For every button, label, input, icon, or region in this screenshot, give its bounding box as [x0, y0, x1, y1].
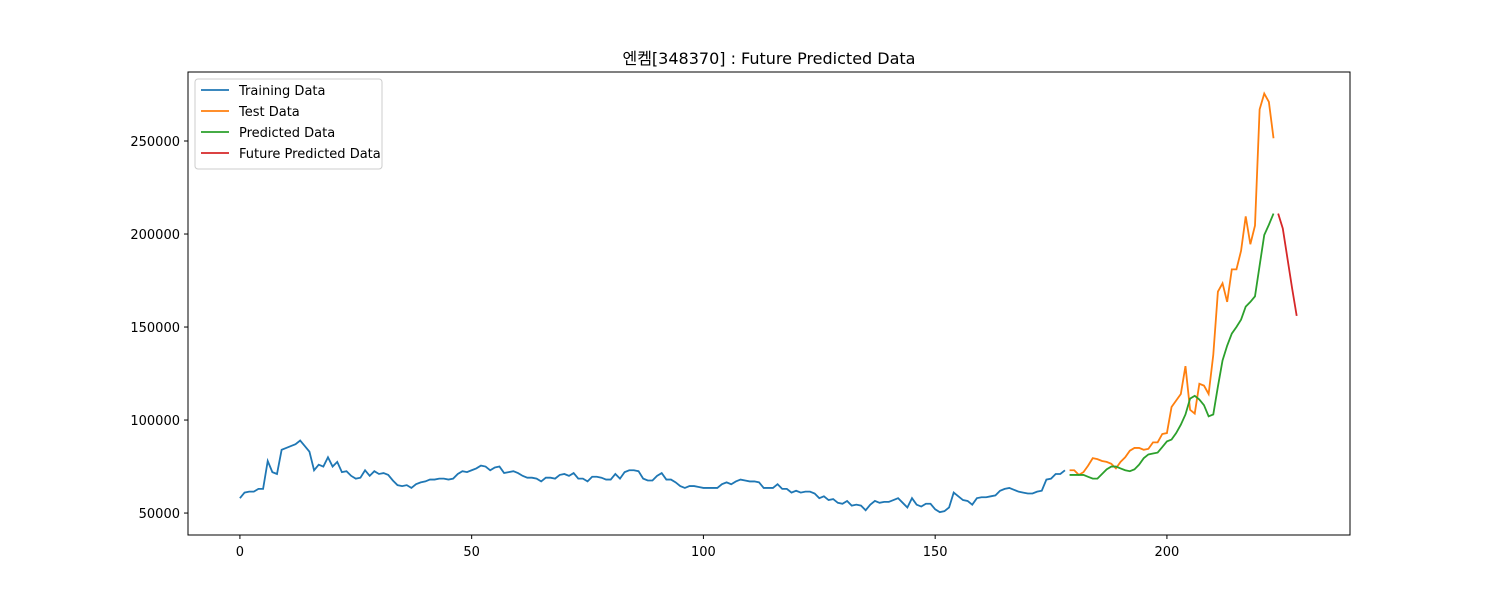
series-line: [1069, 91, 1275, 477]
series-line: [1069, 213, 1275, 480]
x-tick-label: 50: [463, 545, 480, 560]
legend-label: Predicted Data: [239, 126, 335, 141]
legend-label: Test Data: [238, 105, 300, 120]
plot-area: [239, 91, 1298, 514]
x-tick-label: 0: [236, 545, 244, 560]
legend-label: Future Predicted Data: [239, 147, 381, 162]
series-line: [239, 439, 1066, 514]
x-tick-label: 100: [691, 545, 716, 560]
x-tick-label: 200: [1155, 545, 1180, 560]
legend-label: Training Data: [238, 84, 325, 99]
legend-box: [194, 78, 383, 170]
y-tick-label: 250000: [130, 135, 180, 150]
chart-title: 엔켐[348370] : Future Predicted Data: [622, 49, 915, 68]
y-tick-label: 150000: [130, 321, 180, 336]
y-tick-label: 100000: [130, 414, 180, 429]
axes-frame: [187, 71, 1351, 536]
series-line: [1277, 213, 1298, 317]
y-tick-label: 50000: [139, 507, 180, 522]
y-tick-label: 200000: [130, 228, 180, 243]
x-tick-label: 150: [923, 545, 948, 560]
